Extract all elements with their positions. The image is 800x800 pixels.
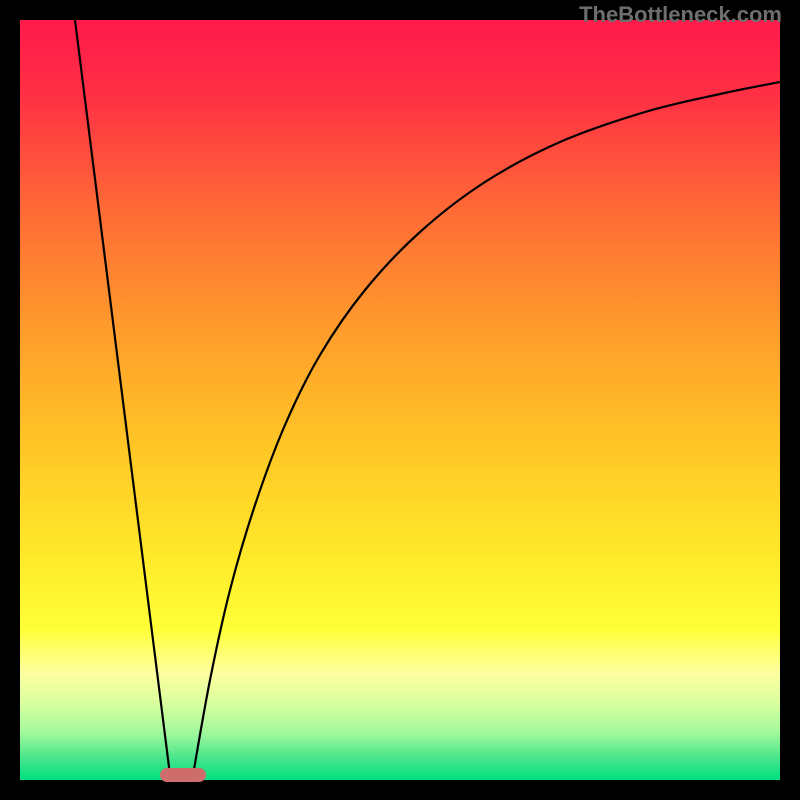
curve-right xyxy=(193,82,780,775)
watermark-text: TheBottleneck.com xyxy=(579,2,782,28)
curve-left xyxy=(75,20,170,775)
bottleneck-chart: TheBottleneck.com xyxy=(0,0,800,800)
plot-area xyxy=(20,20,780,780)
curves-layer xyxy=(20,20,780,780)
valley-marker xyxy=(160,768,206,782)
